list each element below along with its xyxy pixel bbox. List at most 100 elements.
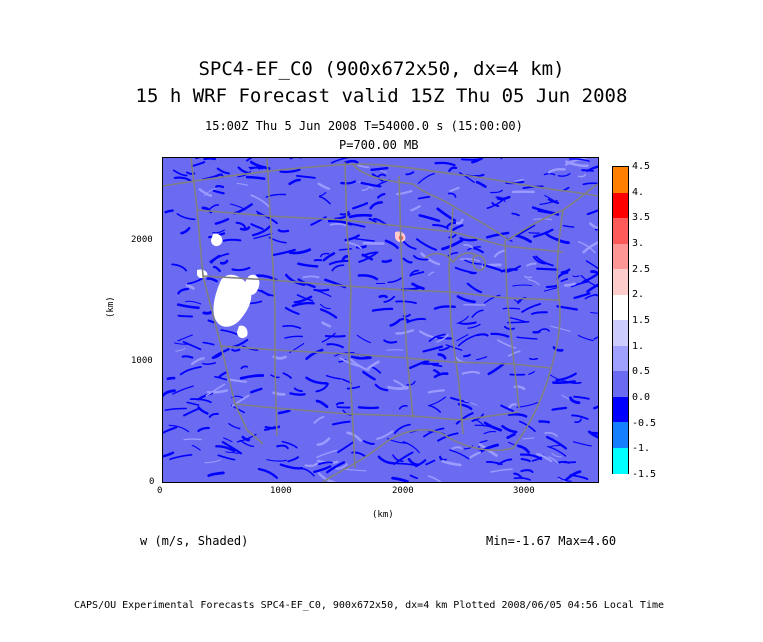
velocity-streak bbox=[513, 385, 526, 391]
velocity-streak bbox=[585, 260, 598, 270]
velocity-streak bbox=[163, 389, 176, 397]
velocity-streak bbox=[582, 182, 598, 186]
velocity-streak bbox=[432, 369, 441, 375]
border-line bbox=[196, 209, 564, 253]
velocity-streak bbox=[457, 334, 478, 347]
velocity-streak bbox=[215, 185, 225, 189]
velocity-streak bbox=[458, 172, 475, 183]
velocity-streak bbox=[577, 334, 594, 342]
velocity-streak bbox=[451, 446, 463, 450]
velocity-streak bbox=[531, 311, 548, 315]
velocity-streak bbox=[245, 175, 266, 180]
velocity-streak bbox=[562, 225, 575, 228]
velocity-streak bbox=[441, 239, 464, 251]
velocity-streak bbox=[279, 463, 304, 470]
velocity-streak bbox=[176, 213, 196, 221]
velocity-streak bbox=[467, 323, 481, 329]
state-boundaries bbox=[163, 158, 598, 482]
velocity-streak bbox=[466, 282, 483, 294]
lake-outline bbox=[472, 254, 487, 272]
velocity-streak bbox=[456, 334, 469, 342]
border-line bbox=[504, 239, 520, 409]
velocity-streak bbox=[477, 443, 500, 454]
velocity-streak bbox=[351, 223, 366, 228]
velocity-streak bbox=[277, 229, 290, 233]
velocity-streak bbox=[507, 413, 528, 418]
velocity-streak bbox=[321, 332, 336, 343]
colorbar-label: 0.0 bbox=[632, 392, 651, 403]
velocity-streak bbox=[557, 476, 572, 482]
x-axis-label: (km) bbox=[372, 510, 394, 520]
lake-outline bbox=[424, 252, 478, 263]
velocity-streak bbox=[577, 241, 596, 254]
velocity-streak bbox=[512, 284, 533, 287]
velocity-streak bbox=[456, 315, 469, 324]
velocity-streak bbox=[235, 221, 247, 230]
velocity-streak bbox=[552, 380, 576, 385]
velocity-streak bbox=[326, 343, 344, 349]
velocity-streak bbox=[330, 158, 349, 164]
velocity-streak bbox=[206, 277, 218, 283]
velocity-streak bbox=[179, 366, 202, 376]
velocity-streak bbox=[573, 441, 592, 447]
velocity-streak bbox=[420, 252, 441, 266]
velocity-streak bbox=[341, 255, 350, 262]
velocity-streak bbox=[344, 468, 367, 472]
velocity-streak bbox=[383, 295, 396, 303]
velocity-streak bbox=[181, 355, 194, 359]
velocity-streak bbox=[451, 224, 464, 231]
velocity-streak bbox=[418, 214, 441, 223]
min-max-stats: Min=-1.67 Max=4.60 bbox=[486, 534, 617, 548]
velocity-streak bbox=[395, 329, 414, 335]
velocity-streak bbox=[340, 180, 356, 185]
velocity-streak bbox=[408, 359, 430, 370]
velocity-streak bbox=[197, 406, 209, 415]
velocity-streak bbox=[272, 391, 286, 396]
colorbar-swatch bbox=[613, 371, 628, 397]
velocity-streak bbox=[500, 404, 514, 412]
velocity-streak bbox=[387, 277, 403, 284]
colorbar-label: 1. bbox=[632, 340, 645, 352]
velocity-streak bbox=[586, 283, 598, 293]
velocity-streak bbox=[378, 294, 388, 299]
velocity-streak bbox=[318, 461, 333, 466]
velocity-streak bbox=[516, 336, 538, 340]
velocity-streak bbox=[393, 379, 408, 390]
colorbar-swatch bbox=[613, 294, 628, 321]
velocity-streak bbox=[401, 239, 417, 250]
velocity-streak bbox=[508, 403, 517, 409]
border-line bbox=[234, 403, 520, 421]
velocity-streak bbox=[328, 259, 350, 266]
velocity-streak bbox=[195, 158, 201, 160]
velocity-streak bbox=[532, 228, 554, 238]
velocity-streak bbox=[547, 167, 566, 174]
velocity-streak bbox=[223, 437, 233, 443]
velocity-streak bbox=[485, 461, 503, 466]
velocity-streak bbox=[357, 164, 370, 169]
velocity-streak bbox=[490, 468, 513, 473]
velocity-streak bbox=[191, 161, 206, 168]
velocity-streak bbox=[589, 222, 598, 230]
colorbar-swatch bbox=[613, 218, 628, 244]
colorbar-label: 3. bbox=[632, 238, 645, 249]
velocity-streak bbox=[288, 248, 312, 255]
velocity-streak bbox=[491, 202, 500, 208]
y-tick: 2000 bbox=[131, 235, 153, 245]
x-tick: 3000 bbox=[513, 486, 535, 496]
velocity-streak bbox=[325, 374, 342, 380]
velocity-streak bbox=[396, 189, 413, 196]
velocity-streak bbox=[536, 452, 553, 463]
velocity-streak bbox=[434, 161, 456, 167]
velocity-streak bbox=[459, 258, 480, 262]
velocity-streak bbox=[210, 253, 230, 264]
velocity-streak bbox=[329, 223, 347, 227]
velocity-streak bbox=[528, 371, 535, 375]
velocity-streak bbox=[521, 303, 542, 313]
velocity-streak bbox=[214, 376, 228, 381]
velocity-streak bbox=[483, 430, 497, 435]
velocity-streak bbox=[594, 294, 598, 297]
forecast-map bbox=[163, 158, 598, 482]
velocity-streak bbox=[368, 217, 377, 223]
velocity-streak bbox=[335, 401, 345, 406]
border-line bbox=[220, 345, 552, 369]
